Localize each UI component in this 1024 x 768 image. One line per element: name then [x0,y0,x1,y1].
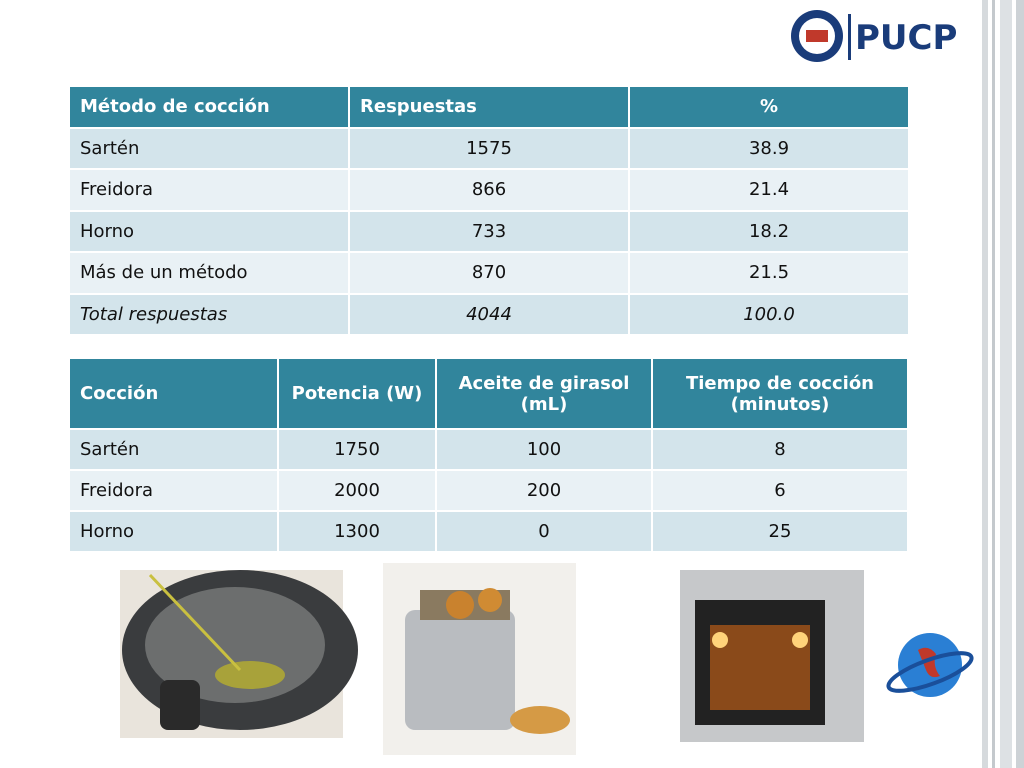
logo-divider [848,14,851,60]
cell: 38.9 [628,126,910,170]
cell: 18.2 [628,209,910,253]
cell: Total respuestas [68,292,350,336]
row: Horno 733 18.2 [68,209,910,253]
header-cell: Potencia (W) [277,357,437,430]
cell: 21.4 [628,168,910,212]
cell: 25 [651,510,909,553]
logo-text: PUCP [855,18,957,58]
cell: 1300 [277,510,437,553]
cell: 2000 [277,469,437,512]
cell: 0 [435,510,653,553]
cell: 870 [348,251,630,295]
stripe [1000,0,1012,768]
cell: Freidora [68,469,279,512]
row: Horno 1300 0 25 [68,510,909,553]
globe-land [918,647,940,678]
cell: Freidora [68,168,350,212]
globe-ring [886,651,974,693]
cell: 6 [651,469,909,512]
header-cell: % [628,85,910,129]
oil-stream [148,573,242,672]
row: Freidora 2000 200 6 [68,469,909,512]
rings [446,591,474,619]
table-methods: Método de cocción Respuestas% Sartén 1575 38… [68,85,910,336]
cell: 866 [348,168,630,212]
row: Freidora 866 21.4 [68,168,910,212]
stripe [1016,0,1024,768]
fryer [405,610,515,730]
cell: 100 [435,428,653,471]
oil [215,661,285,689]
header-cell: Tiempo de cocción (minutos) [651,357,909,430]
header-row: Cocción Potencia (W) Aceite de girasol (mL… [68,357,909,430]
cell: 1575 [348,126,630,170]
header-cell: Respuestas [348,85,630,129]
header-cell: Cocción [68,357,279,430]
header-cell: Aceite de girasol (mL) [435,357,653,430]
header-row: Método de cocción Respuestas% [68,85,910,129]
cell: 4044 [348,292,630,336]
header-cell: Método de cocción [68,85,350,129]
table-parameters: Cocción Potencia (W) Aceite de girasol (mL… [68,357,909,553]
stripe [982,0,988,768]
oven-light [792,632,808,648]
row: Total respuestas 4044 100.0 [68,292,910,336]
oven-light [712,632,728,648]
cell: 200 [435,469,653,512]
row: Sartén 1750 100 8 [68,428,909,471]
rings [478,588,502,612]
cell: Sartén [68,126,350,170]
cell: 8 [651,428,909,471]
row: Más de un método 870 21.5 [68,251,910,295]
row: Sartén 1575 38.9 [68,126,910,170]
seal-emblem [806,30,828,42]
cell: 1750 [277,428,437,471]
cell: Horno [68,209,350,253]
cell: 21.5 [628,251,910,295]
stripe [992,0,995,768]
cell: Sartén [68,428,279,471]
food [510,706,570,734]
cell: 733 [348,209,630,253]
cell: 100.0 [628,292,910,336]
pan-handle [160,680,200,730]
cell: Horno [68,510,279,553]
cell: Más de un método [68,251,350,295]
